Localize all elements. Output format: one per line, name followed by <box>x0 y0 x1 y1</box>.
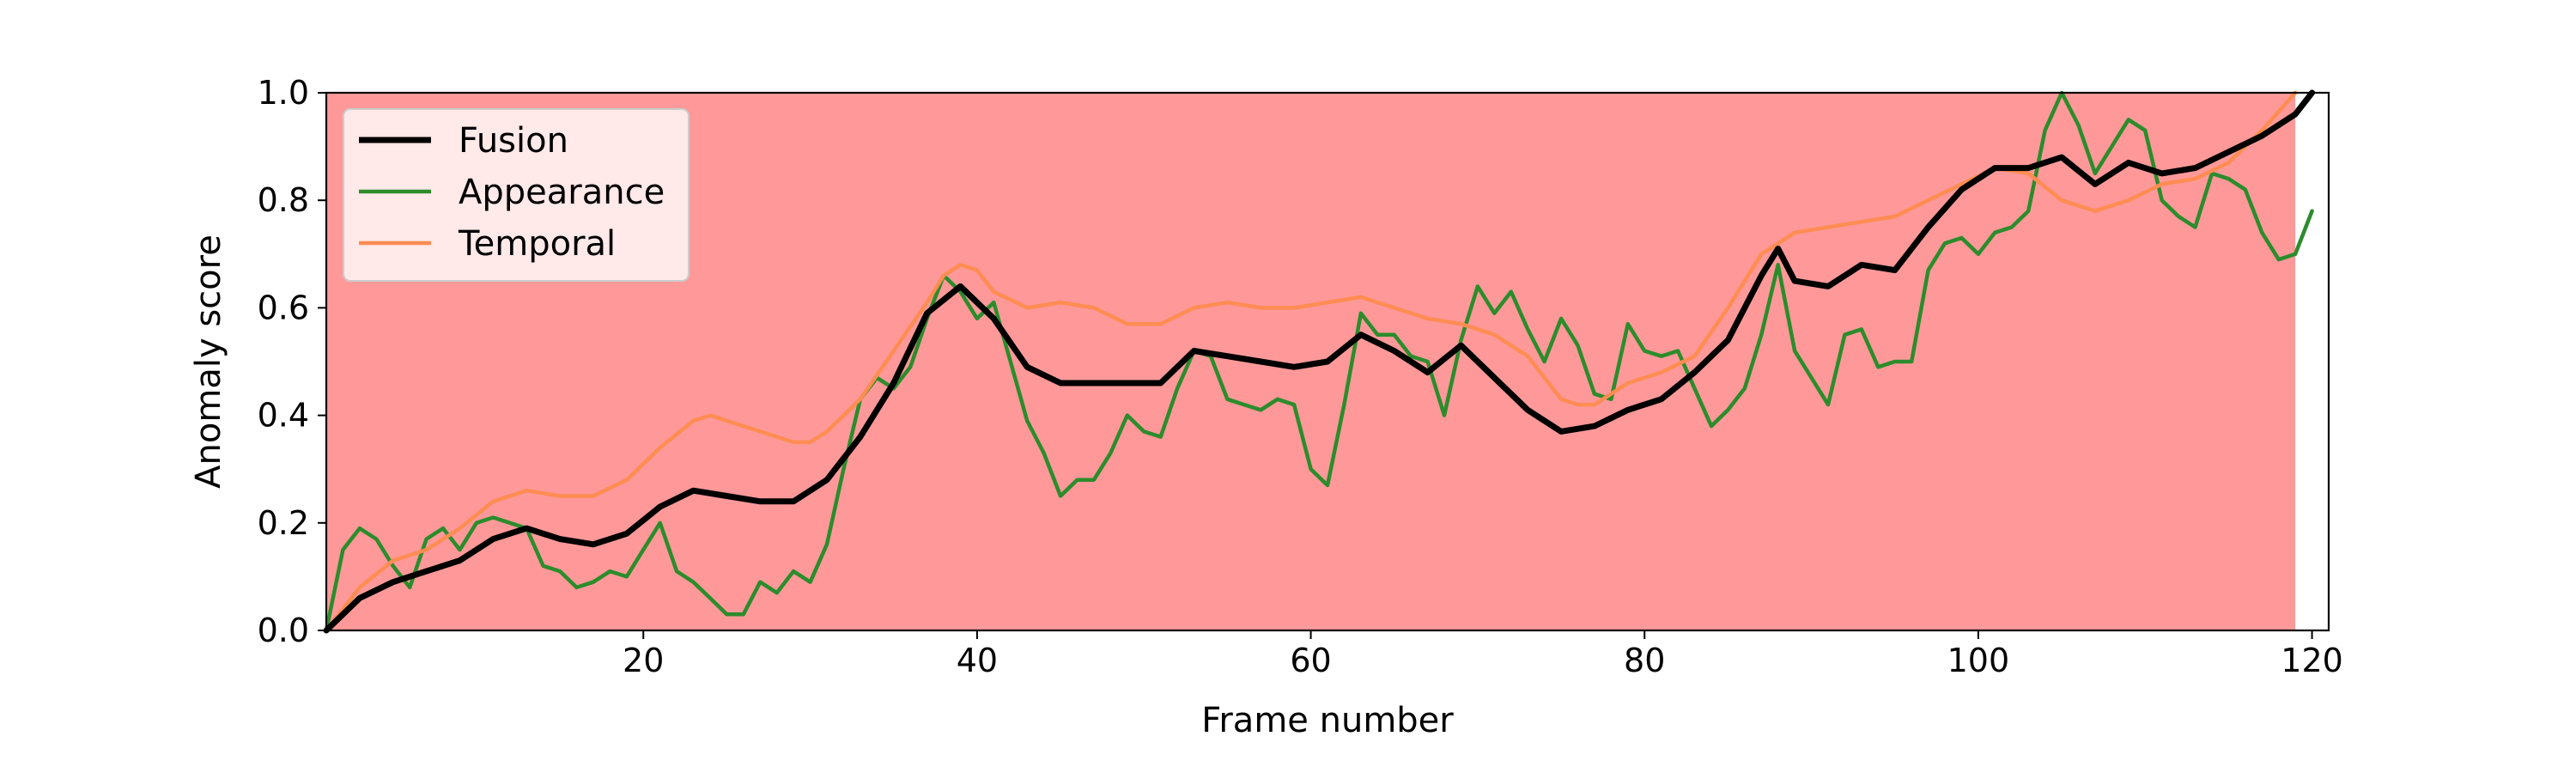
legend-box <box>343 108 690 282</box>
x-tick-label: 20 <box>623 642 664 679</box>
series-line-temporal <box>324 90 2298 633</box>
legend: Fusion Appearance Temporal <box>343 108 690 282</box>
y-tick-label: 1.0 <box>258 74 309 112</box>
y-tick-label: 0.6 <box>258 289 309 326</box>
x-tick-label: 120 <box>2281 642 2343 679</box>
x-tick-label: 40 <box>957 642 998 679</box>
x-tick-label: 60 <box>1290 642 1331 679</box>
legend-label-temporal: Temporal <box>458 224 616 264</box>
x-axis-label: Frame number <box>1201 701 1454 740</box>
x-tick-label: 100 <box>1947 642 2010 679</box>
y-tick-label: 0.4 <box>258 397 309 435</box>
series-line-fusion <box>323 89 2316 634</box>
series-layer <box>323 89 2316 634</box>
legend-label-appearance: Appearance <box>459 173 665 212</box>
legend-label-fusion: Fusion <box>459 121 568 161</box>
y-tick-label: 0.0 <box>258 612 309 649</box>
y-axis-label: Anomaly score <box>189 234 228 489</box>
y-axis-ticks: 0.0 0.2 0.4 0.6 0.8 1.0 <box>258 74 326 649</box>
x-axis-ticks: 20 40 60 80 100 120 <box>623 630 2343 679</box>
plot-frame <box>325 91 2330 632</box>
series-line-appearance <box>324 90 2314 633</box>
x-tick-label: 80 <box>1624 642 1665 679</box>
y-tick-label: 0.8 <box>258 181 309 219</box>
y-tick-label: 0.2 <box>258 504 309 542</box>
